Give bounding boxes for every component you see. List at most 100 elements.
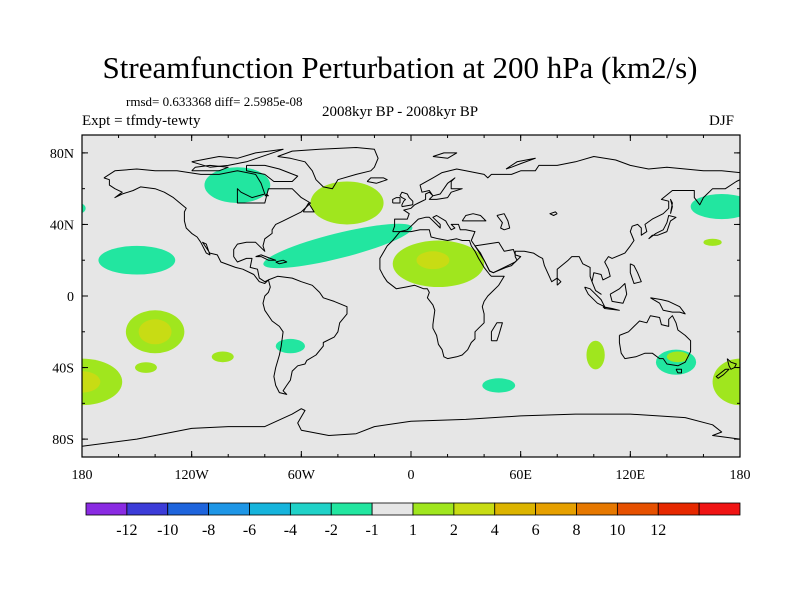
anomaly-southeast-pacific-small	[211, 351, 234, 363]
colorbar-box	[249, 502, 291, 516]
anomaly-east-asia-small	[703, 238, 722, 246]
colorbar-label: 12	[650, 522, 666, 539]
anomaly-western-pacific-edge	[82, 358, 123, 406]
coastline-black-sea	[461, 213, 487, 222]
coastline-hispaniola	[275, 259, 288, 265]
period-subtitle: 2008kyr BP - 2008kyr BP	[321, 104, 479, 120]
coastline-great-britain	[399, 191, 414, 208]
map-axes: 180 120W 60W 0 60E 120E 180 80N 40N 0 40S 80S	[50, 135, 751, 483]
coastline-iceland	[366, 177, 388, 184]
colorbar-label: 10	[609, 522, 625, 539]
colorbar-label: -6	[243, 522, 256, 539]
anomaly-south-pacific-core	[138, 319, 172, 345]
colorbar-label: 8	[573, 522, 581, 539]
anomaly-far-west-pacific-edge-n	[82, 203, 86, 213]
colorbar-box	[698, 502, 741, 516]
colorbar-box	[289, 502, 332, 516]
x-tick-label: 120W	[175, 468, 210, 483]
coastline-novaya-zemlya	[505, 157, 536, 170]
anomaly-australia-core	[666, 351, 689, 363]
season-label: DJF	[709, 113, 735, 129]
colorbar-label: -12	[116, 522, 137, 539]
colorbar-box	[85, 502, 128, 516]
coastline-baffin	[246, 164, 299, 182]
x-tick-label: 0	[408, 468, 415, 483]
anomaly-south-atlantic-trough	[482, 378, 516, 393]
anomaly-indian-ocean-ridge	[586, 340, 605, 370]
colorbar-box	[657, 502, 700, 516]
coastline-south-america	[262, 275, 348, 395]
coastlines	[82, 147, 740, 447]
anomaly-east-pacific-trough	[98, 245, 176, 275]
colorbar-box	[535, 502, 577, 516]
y-tick-label: 0	[67, 290, 74, 305]
anomaly-shading	[82, 167, 740, 406]
statistics-text: rmsd= 0.633368 diff= 2.5985e-08	[126, 94, 303, 109]
colorbar-label: 2	[450, 522, 458, 539]
colorbar-label: -2	[325, 522, 338, 539]
coastline-new-guinea	[650, 297, 686, 315]
coastline-hudson-bay-belcher	[264, 193, 269, 197]
y-tick-label: 80N	[50, 147, 74, 162]
chart-title: Streamfunction Perturbation at 200 hPa (…	[102, 50, 698, 85]
coastline-tasmania	[675, 368, 682, 374]
colorbar-label: 4	[491, 522, 499, 539]
coastline-australia	[618, 315, 692, 367]
coastline-svalbard	[432, 152, 458, 159]
colorbar-label: -8	[202, 522, 215, 539]
colorbar-box	[412, 502, 455, 516]
colorbar-label: -1	[365, 522, 378, 539]
coastline-canadian-arctic	[191, 148, 284, 168]
anomaly-south-pacific-small	[135, 362, 157, 373]
coastline-eurasia	[392, 156, 740, 295]
coastline-antarctica	[82, 408, 740, 447]
colorbar-box	[167, 502, 210, 516]
colorbar-box	[616, 502, 659, 516]
coastline-africa	[379, 229, 505, 360]
coastline-victoria-island	[191, 164, 229, 172]
anomaly-north-africa-core	[416, 251, 450, 270]
colorbar-label: 6	[532, 522, 540, 539]
y-tick-label: 40S	[52, 362, 74, 377]
y-tick-label: 40N	[50, 218, 74, 233]
colorbar-label: -4	[284, 522, 297, 539]
coastline-north-america	[103, 168, 311, 284]
anomaly-subtropical-atlantic-band	[263, 223, 413, 269]
map-background	[82, 135, 740, 457]
coastline-ireland	[392, 197, 401, 204]
anomaly-south-america-trough	[275, 338, 305, 354]
colorbar-box	[576, 502, 618, 516]
colorbar-box	[330, 502, 373, 516]
colorbar-box	[208, 502, 250, 516]
anomaly-canada-high	[204, 167, 271, 203]
coastline-japan	[648, 215, 677, 240]
coastline-greenland	[277, 147, 379, 190]
colorbar-box	[126, 502, 169, 516]
colorbar-label: 1	[409, 522, 417, 539]
colorbar-box	[453, 502, 496, 516]
coastline-sri-lanka	[556, 277, 562, 286]
y-tick-label: 80S	[52, 433, 74, 448]
x-tick-label: 120E	[616, 468, 646, 483]
x-tick-label: 60W	[288, 468, 316, 483]
coastline-java	[602, 306, 620, 311]
coastline-madagascar	[490, 322, 503, 342]
coastline-cuba	[255, 254, 277, 261]
anomaly-eastern-pacific-edge	[712, 358, 740, 406]
experiment-label: Expt = tfmdy-tewty	[82, 113, 201, 129]
colorbar-label: -10	[157, 522, 178, 539]
colorbar-box	[371, 502, 414, 516]
coastline-caspian	[496, 213, 511, 231]
coastline-new-zealand-s	[715, 368, 730, 379]
coastline-newfoundland	[302, 202, 315, 213]
x-tick-label: 180	[72, 468, 93, 483]
x-tick-label: 60E	[509, 468, 532, 483]
anomaly-north-atlantic-ridge	[310, 181, 384, 225]
colorbar-box	[494, 502, 537, 516]
coastline-sakhalin	[670, 198, 673, 214]
coastline-kamchatka-lake	[549, 211, 558, 216]
coastline-philippines	[629, 263, 642, 284]
anomaly-western-pacific-edge-core	[82, 371, 101, 393]
